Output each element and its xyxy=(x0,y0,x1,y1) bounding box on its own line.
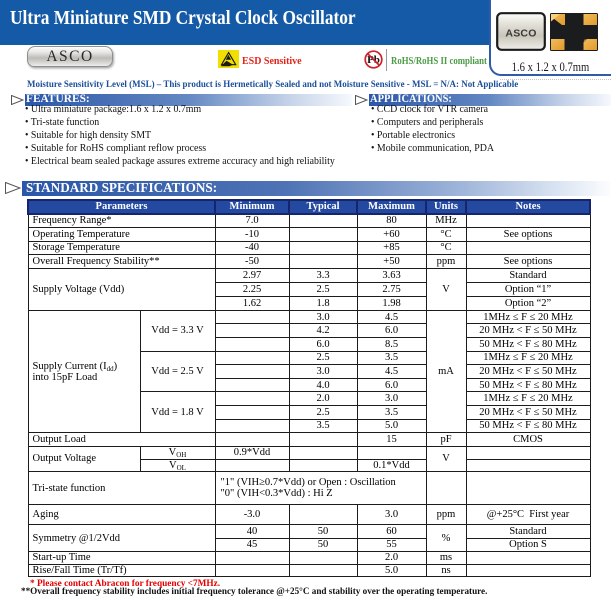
svg-text:ASCO: ASCO xyxy=(505,28,536,40)
